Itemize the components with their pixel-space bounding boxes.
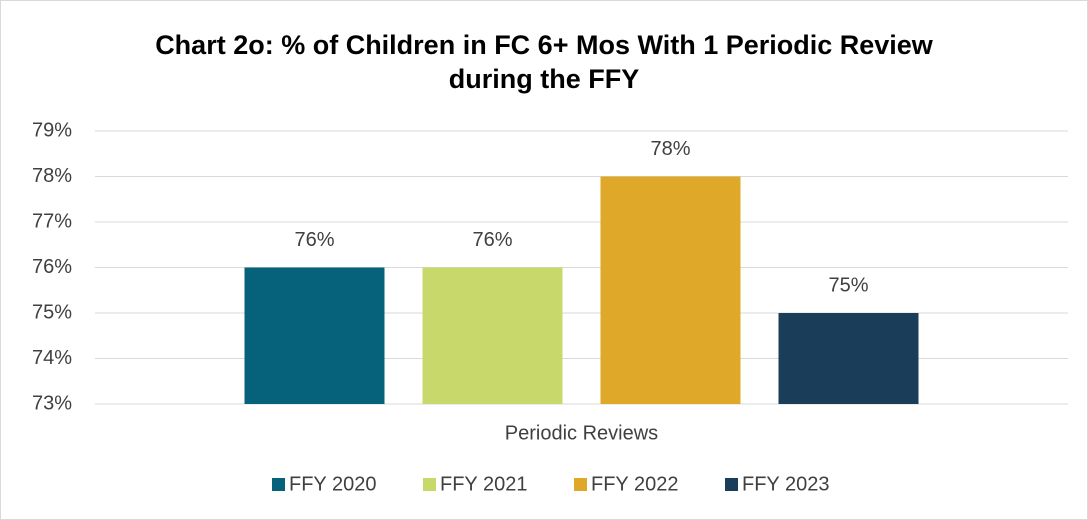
y-tick-label: 73% bbox=[32, 392, 72, 414]
y-tick-label: 74% bbox=[32, 347, 72, 369]
y-tick-label: 77% bbox=[32, 210, 72, 232]
y-tick-label: 75% bbox=[32, 301, 72, 323]
bar bbox=[600, 176, 741, 404]
legend-marker bbox=[272, 478, 285, 491]
y-tick-label: 76% bbox=[32, 256, 72, 278]
data-label: 75% bbox=[828, 274, 868, 296]
legend-label: FFY 2023 bbox=[742, 473, 829, 495]
x-tick-label: Periodic Reviews bbox=[505, 422, 658, 444]
y-tick-label: 79% bbox=[32, 119, 72, 141]
data-label: 78% bbox=[650, 138, 690, 160]
data-label: 76% bbox=[294, 229, 334, 251]
bar bbox=[422, 267, 563, 404]
y-tick-label: 78% bbox=[32, 165, 72, 187]
legend-label: FFY 2020 bbox=[289, 473, 376, 495]
legend-label: FFY 2022 bbox=[591, 473, 678, 495]
legend-marker bbox=[423, 478, 436, 491]
legend-marker bbox=[574, 478, 587, 491]
bar bbox=[778, 313, 919, 404]
legend-marker bbox=[725, 478, 738, 491]
legend-label: FFY 2021 bbox=[440, 473, 527, 495]
data-label: 76% bbox=[472, 229, 512, 251]
chart-title: Chart 2o: % of Children in FC 6+ Mos Wit… bbox=[155, 30, 933, 94]
bar bbox=[244, 267, 385, 404]
